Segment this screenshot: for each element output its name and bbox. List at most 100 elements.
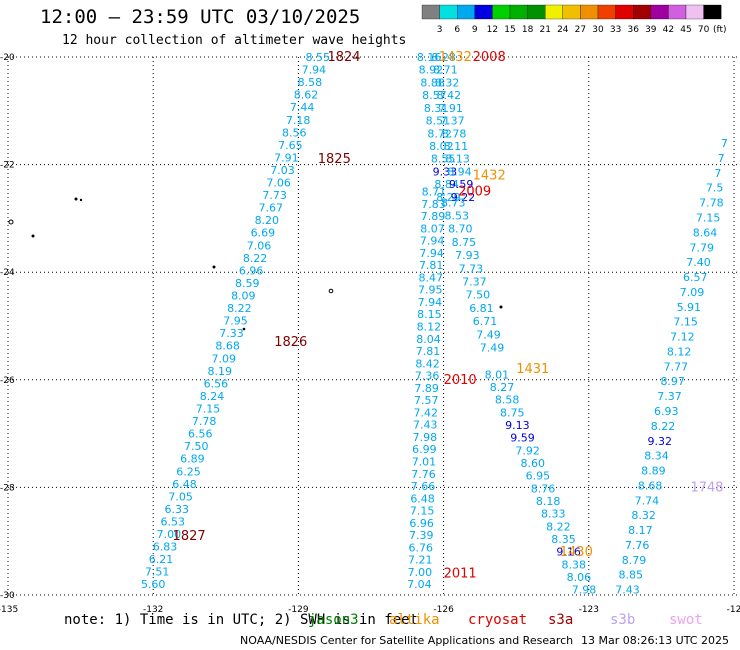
pass-number-label: 1824 [327, 50, 360, 65]
legend-swatch [421, 4, 440, 20]
wave-height-value: 8.79 [622, 554, 647, 567]
wave-height-value: 8.22 [227, 302, 252, 315]
lat-tick-label: -26 [0, 376, 15, 386]
wave-height-value: 7.67 [258, 202, 283, 215]
wave-height-value: 8.29 [436, 191, 461, 204]
wave-height-value: 8.58 [298, 76, 323, 89]
wave-height-value: 8.47 [418, 271, 443, 284]
lat-tick-label: -30 [0, 591, 15, 601]
wave-height-value: 8.15 [417, 308, 442, 321]
wave-height-value: 7.18 [286, 114, 311, 127]
wave-height-value: 7 [721, 137, 728, 150]
wave-height-value: 7.93 [455, 249, 480, 262]
wave-height-value: 7.94 [302, 64, 327, 77]
wave-height-value: 7.49 [476, 328, 501, 341]
legend-tick-label: 45 [680, 25, 691, 35]
wave-height-value: 8.64 [693, 226, 718, 239]
wave-height-value: 8.60 [520, 457, 545, 470]
island-marker [8, 219, 14, 225]
wave-height-value: 7.77 [664, 360, 689, 373]
track-1824: 8.557.948.588.627.447.188.567.657.917.03… [141, 51, 330, 591]
wave-height-value: 5.60 [141, 578, 166, 591]
lon-tick-label: -123 [579, 605, 599, 615]
pass-number-label: 1826 [274, 335, 307, 350]
lon-tick-label: -135 [0, 605, 18, 615]
map-subtitle: 12 hour collection of altimeter wave hei… [62, 33, 407, 48]
wave-height-value: 7.78 [699, 197, 724, 210]
wave-height-value: 7.36 [415, 370, 440, 383]
wave-height-value: 7.01 [412, 456, 437, 469]
lat-tick-label: -24 [0, 268, 15, 278]
wave-height-value: 8.17 [628, 524, 653, 537]
wave-height-value: 7.95 [223, 315, 248, 328]
legend-swatch [457, 4, 475, 20]
color-legend: 3 6 9 12 15 18 21 24 27 30 33 36 39 42 45 70 (ft) [421, 4, 727, 35]
wave-height-value: 8.62 [294, 89, 319, 102]
satellite-label-swot: swot [669, 612, 703, 628]
wave-height-value: 8.84 [434, 178, 459, 191]
wave-height-value: 7.89 [414, 382, 439, 395]
wave-height-value: 6.25 [176, 465, 201, 478]
wave-height-value: 8.68 [215, 340, 240, 353]
wave-height-value: 8.22 [651, 420, 676, 433]
track-1431: 8.018.278.588.759.139.597.928.606.958.76… [485, 368, 597, 596]
island-marker [499, 305, 503, 309]
wave-height-value: 7.57 [414, 394, 439, 407]
satellite-label-cryosat: cryosat [468, 612, 528, 628]
legend-tick-label: 6 [454, 25, 460, 35]
wave-height-value: 7.00 [157, 528, 182, 541]
wave-height-value: 8.56 [282, 126, 307, 139]
satellite-tracks: 8.557.948.588.627.447.188.567.657.917.03… [141, 51, 728, 597]
wave-height-value: 7.15 [673, 316, 698, 329]
wave-height-value: 8.76 [531, 482, 556, 495]
wave-height-value: 8.51 [426, 115, 451, 128]
wave-height-value: 7.92 [515, 444, 540, 457]
wave-height-value: 6.93 [654, 405, 679, 418]
satellite-label-altika: altika [389, 612, 440, 628]
wave-height-value: 6.71 [473, 315, 498, 328]
wave-height-value: 9.22 [451, 191, 476, 204]
wave-height-value: 6.83 [153, 541, 178, 554]
legend-tick-label: 15 [504, 25, 515, 35]
satellite-label-s3a: s3a [548, 612, 574, 628]
wave-height-value: 6.96 [409, 517, 434, 530]
island-marker [79, 198, 83, 202]
wave-height-value: 8.16 [417, 51, 442, 64]
wave-height-value: 8.12 [667, 345, 692, 358]
wave-height-value: 8.04 [416, 333, 441, 346]
lon-tick-label: -132 [143, 605, 163, 615]
track-2008: 8.168.928.888.578.318.518.728.028.559.33… [417, 51, 461, 204]
legend-tick-label: 21 [539, 25, 550, 35]
wave-height-value: 7.42 [414, 406, 439, 419]
wave-height-value: 6.57 [683, 271, 708, 284]
wave-height-value: 7.65 [278, 139, 303, 152]
pass-number-label: 1430 [560, 545, 593, 560]
wave-height-value: 7.76 [625, 539, 650, 552]
legend-tick-label: 70 [698, 25, 710, 35]
wave-height-value: 8.92 [419, 64, 444, 77]
wave-height-value: 8.57 [422, 89, 447, 102]
island-marker [31, 234, 35, 238]
wave-height-value: 7.83 [421, 198, 446, 211]
wave-height-value: 7.44 [290, 101, 315, 114]
wave-height-value: 8.01 [485, 368, 510, 381]
wave-height-value: 8.85 [618, 569, 643, 582]
wave-height-value: 7.5 [706, 182, 724, 195]
legend-tick-label: 36 [627, 25, 639, 35]
wave-height-value: 7.94 [419, 247, 444, 260]
wave-height-value: 7.15 [410, 505, 435, 518]
legend-tick-label: 39 [645, 25, 657, 35]
wave-height-value: 8.11 [444, 140, 469, 153]
wave-height-value: 7.37 [657, 390, 682, 403]
wave-height-value: 8.42 [415, 357, 440, 370]
credit-line: NOAA/NESDIS Center for Satellite Applica… [240, 634, 574, 647]
legend-swatch [474, 4, 493, 20]
wave-height-value: 7.98 [413, 431, 438, 444]
track-2009: 8.717.837.898.077.947.947.818.477.957.94… [407, 186, 446, 592]
wave-height-value: 7.49 [480, 342, 505, 355]
wave-height-value: 7.33 [219, 327, 244, 340]
wave-height-value: 7.40 [686, 256, 711, 269]
wave-height-value: 8.33 [541, 508, 566, 521]
wave-height-value: 9.16 [556, 546, 581, 559]
wave-height-value: 9.33 [433, 165, 458, 178]
